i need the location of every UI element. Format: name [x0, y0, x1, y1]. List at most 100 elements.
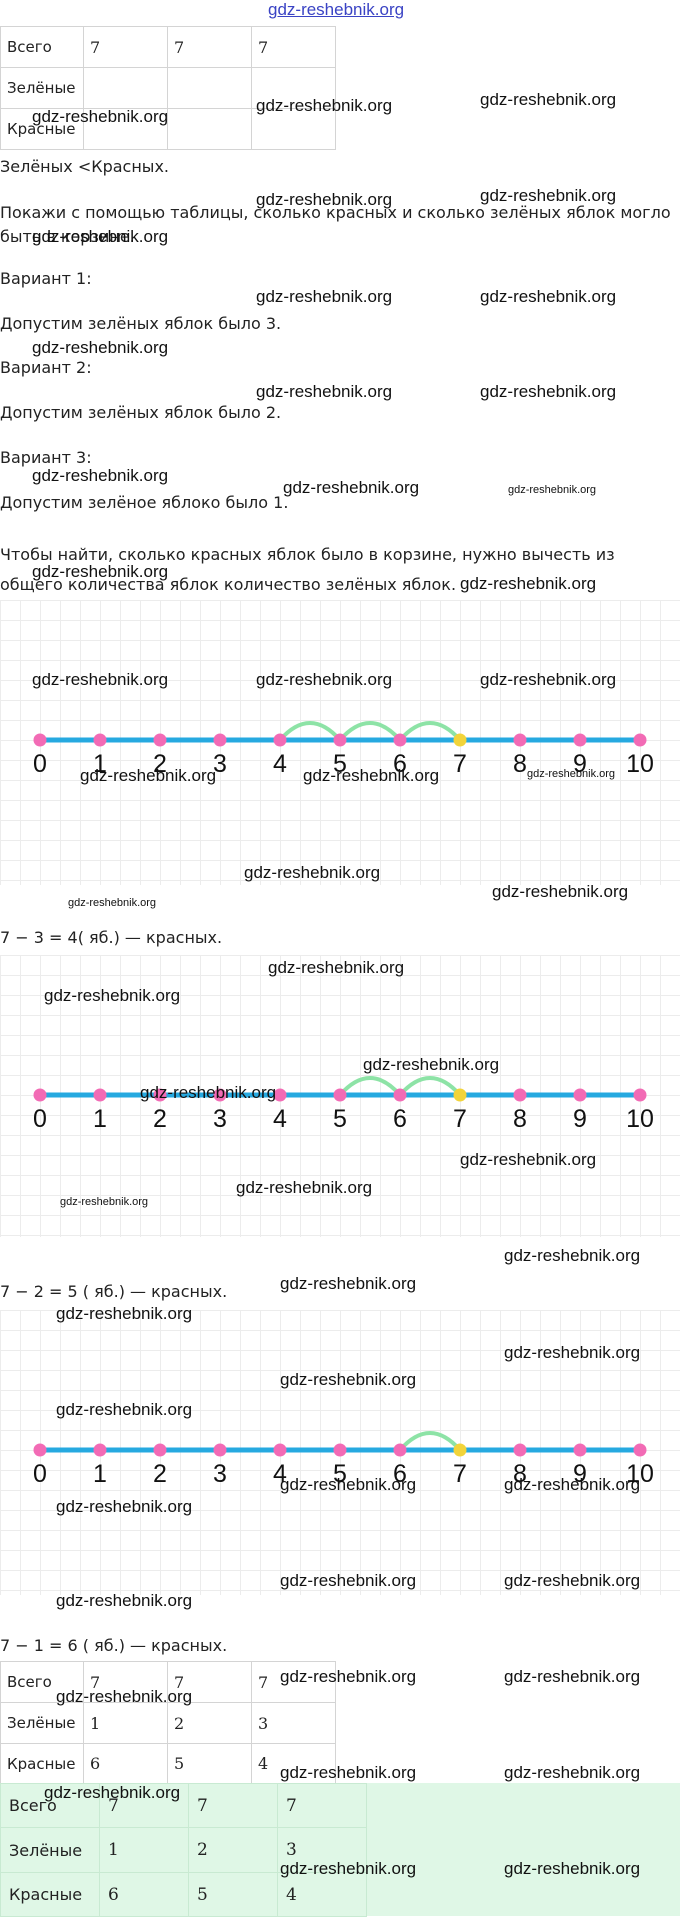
watermark: gdz-reshebnik.org — [280, 1370, 417, 1389]
target-point — [453, 1443, 467, 1457]
tick-point — [633, 1088, 647, 1102]
cell — [83, 67, 168, 109]
tick-label: 3 — [213, 1460, 227, 1488]
tick-label: 7 — [453, 1460, 467, 1488]
target-point — [453, 733, 467, 747]
watermark: gdz-reshebnik.org — [256, 287, 393, 306]
cell: 2 — [167, 1702, 252, 1744]
cell: 7 — [83, 26, 168, 68]
tick-label: 1 — [93, 1460, 107, 1488]
tick-label: 8 — [513, 1460, 527, 1488]
cell: 7 — [188, 1783, 278, 1828]
table-row: Всего 7 7 7 — [0, 1661, 336, 1703]
site-link[interactable]: gdz-reshebnik.org — [268, 0, 405, 19]
watermark: gdz-reshebnik.org — [280, 1274, 417, 1293]
watermark: gdz-reshebnik.org — [480, 287, 617, 306]
watermark: gdz-reshebnik.org — [32, 227, 169, 246]
jump-arc — [278, 721, 342, 742]
tick-label: 7 — [453, 750, 467, 778]
tick-label: 4 — [273, 1460, 287, 1488]
watermark: gdz-reshebnik.org — [44, 1783, 181, 1802]
watermark: gdz-reshebnik.org — [508, 484, 597, 496]
cell: 1 — [83, 1702, 168, 1744]
tick-point — [33, 1443, 47, 1457]
tick-label: 9 — [573, 750, 587, 778]
cell: 7 — [277, 1783, 367, 1828]
watermark: gdz-reshebnik.org — [32, 338, 169, 357]
watermark: gdz-reshebnik.org — [504, 1859, 641, 1878]
watermark: gdz-reshebnik.org — [56, 1591, 193, 1610]
tick-point — [513, 1443, 527, 1457]
cell: 2 — [188, 1827, 278, 1873]
tick-label: 4 — [273, 1105, 287, 1133]
tick-label: 10 — [626, 1105, 654, 1133]
tick-point — [93, 1088, 107, 1102]
tick-label: 7 — [453, 1105, 467, 1133]
watermark: gdz-reshebnik.org — [56, 1400, 193, 1419]
watermark: gdz-reshebnik.org — [504, 1571, 641, 1590]
target-point — [453, 1088, 467, 1102]
jump-arc — [398, 1076, 462, 1097]
watermark: gdz-reshebnik.org — [363, 1055, 500, 1074]
tick-point — [513, 733, 527, 747]
task-text: Покажи с помощью таблицы, сколько красны… — [0, 203, 671, 246]
cell — [167, 67, 252, 109]
tick-label: 3 — [213, 1105, 227, 1133]
tick-label: 4 — [273, 750, 287, 778]
number-line-panel-1: 0 1 2 3 4 5 6 7 8 9 10 — [0, 600, 680, 885]
watermark: gdz-reshebnik.org — [480, 670, 617, 689]
tick-point — [213, 733, 227, 747]
watermark: gdz-reshebnik.org — [504, 1246, 641, 1265]
tick-label: 9 — [573, 1460, 587, 1488]
tick-point — [393, 1088, 407, 1102]
tick-label: 6 — [393, 1105, 407, 1133]
cell: 6 — [83, 1743, 168, 1784]
variant-2-assumption: Допустим зелёных яблок было 2. — [0, 403, 282, 422]
watermark: gdz-reshebnik.org — [256, 670, 393, 689]
table-result: Всего 7 7 7 Зелёные 1 2 3 Красные 6 5 4 — [0, 1661, 336, 1784]
tick-label: 6 — [393, 1460, 407, 1488]
variant-3-assumption: Допустим зелёное яблоко было 1. — [0, 493, 289, 512]
tick-point — [273, 733, 287, 747]
watermark: gdz-reshebnik.org — [56, 1687, 193, 1706]
tick-point — [573, 1088, 587, 1102]
row-label: Всего — [0, 1783, 100, 1828]
cell: 7 — [251, 1661, 336, 1703]
watermark: gdz-reshebnik.org — [32, 670, 169, 689]
tick-label: 1 — [93, 1105, 107, 1133]
tick-label: 10 — [626, 1460, 654, 1488]
equation-1: 7 − 3 = 4( яб.) — красных. — [0, 928, 223, 947]
cell: 7 — [167, 26, 252, 68]
jump-arc — [398, 721, 462, 742]
table-row: Зелёные 1 2 3 — [0, 1702, 336, 1744]
watermark: gdz-reshebnik.org — [280, 1571, 417, 1590]
table-row: Всего 7 7 7 — [0, 1783, 367, 1828]
watermark: gdz-reshebnik.org — [283, 478, 420, 497]
tick-label: 8 — [513, 750, 527, 778]
jump-arc — [338, 721, 402, 742]
tick-label: 5 — [333, 1460, 347, 1488]
jump-arc — [338, 1076, 402, 1097]
watermark: gdz-reshebnik.org — [140, 1083, 277, 1102]
watermark: gdz-reshebnik.org — [280, 1667, 417, 1686]
tick-label: 2 — [153, 1460, 167, 1488]
watermark: gdz-reshebnik.org — [56, 1304, 193, 1323]
watermark: gdz-reshebnik.org — [32, 107, 169, 126]
number-line-3: 0 1 2 3 4 5 6 7 8 9 10 — [33, 1431, 654, 1488]
watermark: gdz-reshebnik.org — [492, 882, 629, 901]
table-row: Красные 6 5 4 — [0, 1872, 367, 1917]
tick-point — [633, 1443, 647, 1457]
cell: 1 — [99, 1827, 189, 1873]
watermark: gdz-reshebnik.org — [303, 766, 440, 785]
tick-label: 1 — [93, 750, 107, 778]
tick-label: 0 — [33, 1460, 47, 1488]
tick-point — [273, 1088, 287, 1102]
tick-point — [573, 733, 587, 747]
watermark: gdz-reshebnik.org — [256, 382, 393, 401]
tick-point — [633, 733, 647, 747]
table-result-highlighted: Всего 7 7 7 Зелёные 1 2 3 Красные 6 5 4 — [0, 1783, 367, 1917]
row-label: Красные — [0, 1743, 84, 1784]
tick-point — [213, 1443, 227, 1457]
watermark: gdz-reshebnik.org — [480, 186, 617, 205]
tick-label: 5 — [333, 1105, 347, 1133]
